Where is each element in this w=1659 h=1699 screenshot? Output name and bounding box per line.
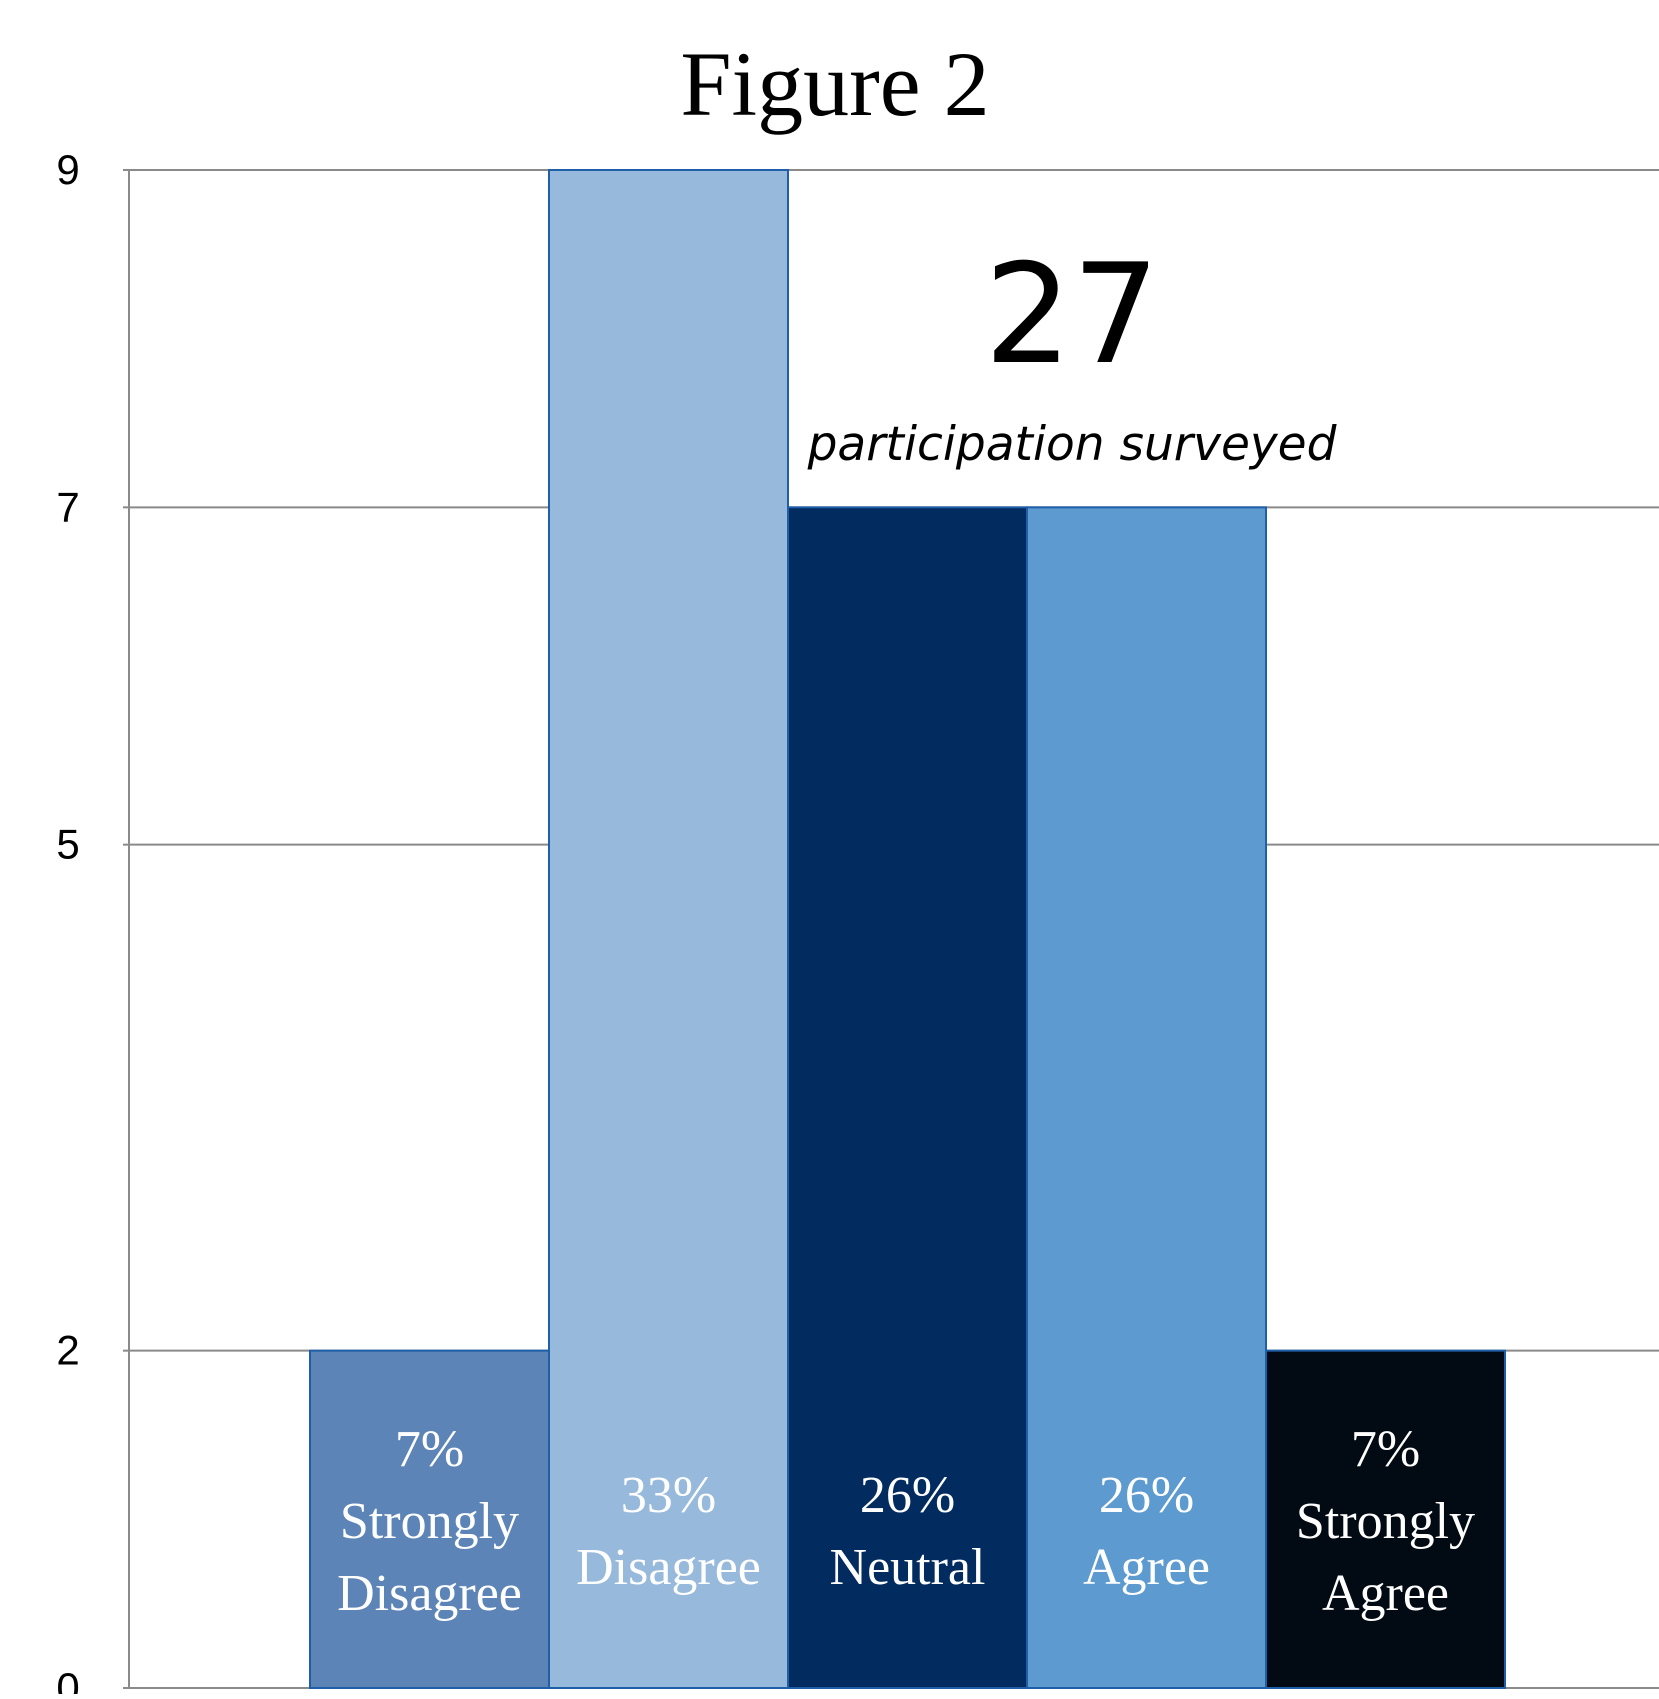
y-tick-label: 5 xyxy=(56,821,79,868)
bar-data-label: Strongly xyxy=(340,1493,519,1550)
bar-data-label: Agree xyxy=(1083,1539,1210,1596)
y-tick-label: 0 xyxy=(56,1664,79,1694)
bar-data-label: 7% xyxy=(1351,1421,1420,1478)
bar-strongly-agree xyxy=(1265,1349,1506,1689)
bar-data-label: Strongly xyxy=(1296,1493,1475,1550)
bars xyxy=(309,169,1506,1689)
chart-title: Figure 2 xyxy=(680,33,989,135)
bar-data-label: Neutral xyxy=(830,1539,986,1596)
bar-strongly-disagree xyxy=(309,1349,550,1689)
bar-neutral xyxy=(787,506,1028,1689)
y-tick-label: 2 xyxy=(56,1327,79,1374)
bar-data-label: 26% xyxy=(1099,1467,1194,1524)
bar-agree xyxy=(1026,506,1267,1689)
bar-data-label: Disagree xyxy=(576,1539,761,1596)
y-tick-label: 7 xyxy=(56,483,79,530)
annotation-number: 27 xyxy=(984,234,1160,395)
bar-data-label: 33% xyxy=(621,1467,716,1524)
y-tick-label: 9 xyxy=(56,146,79,193)
annotation-text: participation surveyed xyxy=(807,417,1338,472)
bar-data-label: Disagree xyxy=(337,1565,522,1622)
bar-disagree xyxy=(548,169,789,1689)
bar-data-label: Agree xyxy=(1322,1565,1449,1622)
bar-data-label: 7% xyxy=(395,1421,464,1478)
bar-labels: 7% Strongly Disagree 33% Disagree 26% Neutral 2… xyxy=(337,1421,1475,1622)
bar-data-label: 26% xyxy=(860,1467,955,1524)
axes: 0 2 5 7 9 xyxy=(56,146,130,1699)
